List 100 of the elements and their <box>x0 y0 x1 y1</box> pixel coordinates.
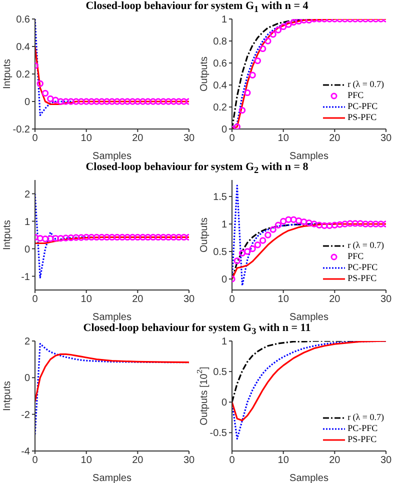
point <box>170 98 177 105</box>
y-tick-label: 0.8 <box>213 36 228 48</box>
point <box>57 98 64 105</box>
point <box>346 220 354 227</box>
x-tick-label: 0 <box>229 133 236 144</box>
point <box>72 98 80 105</box>
y-tick-label: 1 <box>221 220 228 231</box>
point <box>274 222 282 228</box>
point <box>36 80 44 87</box>
x-tick-label: 0 <box>229 294 236 306</box>
point <box>274 26 282 34</box>
point <box>372 220 380 228</box>
point <box>264 232 272 238</box>
x-tick-label: 10 <box>80 455 92 466</box>
x-tick-label: 20 <box>329 455 341 466</box>
x-axis-title: Samples <box>290 312 328 323</box>
x-tick-label: 30 <box>183 294 195 306</box>
point <box>47 95 54 102</box>
point <box>78 98 85 105</box>
point <box>180 98 188 105</box>
y-tick-label: 0.5 <box>213 247 228 258</box>
point <box>234 123 240 129</box>
point <box>165 98 172 105</box>
y-tick-label: 0 <box>221 124 228 136</box>
point <box>356 220 364 227</box>
point <box>280 23 287 30</box>
point <box>114 98 120 105</box>
point <box>88 98 95 105</box>
legend-label: PFC <box>348 251 364 262</box>
y-tick-label: -0.2 <box>12 124 30 136</box>
x-tick-label: 20 <box>132 294 144 306</box>
y-tick-label: 1 <box>221 14 228 26</box>
point <box>104 98 110 105</box>
point <box>139 98 146 105</box>
legend-label: PS-PFC <box>348 273 377 284</box>
point <box>367 220 374 228</box>
line-series <box>35 353 189 402</box>
y-axis-title: Intputs <box>2 380 12 412</box>
y-tick-label: 1 <box>221 336 228 348</box>
point <box>254 242 262 248</box>
point <box>362 220 369 228</box>
point <box>93 98 100 105</box>
line-series <box>35 46 189 106</box>
legend-label: PC-PFC <box>348 262 378 273</box>
point <box>285 21 292 28</box>
point <box>270 31 276 38</box>
point <box>264 38 272 44</box>
x-tick-label: 0 <box>229 455 236 466</box>
y-tick-label: -2 <box>21 410 30 421</box>
line-series <box>232 341 386 422</box>
chart-title: Closed-loop behaviour for system G$_{2}$ with n = 8 <box>84 161 310 176</box>
line-series <box>232 19 386 129</box>
point <box>238 106 246 114</box>
y-tick-label: 0 <box>221 274 228 286</box>
x-tick-label: 20 <box>132 455 144 466</box>
legend-label: PC-PFC <box>348 423 378 434</box>
y-tick-label: 1.5 <box>213 192 228 204</box>
x-tick-label: 30 <box>380 294 392 306</box>
point <box>62 98 70 105</box>
point <box>118 98 126 105</box>
point <box>254 57 262 64</box>
legend-label: PFC <box>348 90 364 101</box>
point <box>52 96 59 104</box>
legend-label: PC-PFC <box>348 101 378 112</box>
legend-label: r (λ = 0.7) <box>348 240 384 251</box>
y-axis-title: Outputs <box>198 217 210 253</box>
point <box>285 216 292 223</box>
x-tick-label: 10 <box>278 133 290 144</box>
point <box>326 222 333 229</box>
point <box>68 98 74 105</box>
point <box>124 98 131 105</box>
point <box>352 220 359 227</box>
x-tick-label: 0 <box>32 133 38 144</box>
x-axis-title: Samples <box>92 473 132 483</box>
y-axis-title: Outputs <box>198 56 210 92</box>
legend-label: PS-PFC <box>348 434 377 445</box>
y-tick-label: 0 <box>221 398 228 409</box>
point <box>336 221 344 228</box>
y-tick-label: 0.4 <box>16 42 30 54</box>
legend-label: r (λ = 0.7) <box>348 412 384 423</box>
y-tick-label: 0.2 <box>213 102 228 114</box>
point <box>295 217 302 224</box>
point <box>290 19 297 26</box>
y-tick-label: 0 <box>24 244 30 256</box>
point <box>378 220 384 228</box>
y-tick-label: -0.5 <box>210 428 228 440</box>
point <box>98 98 106 105</box>
y-tick-label: 2 <box>24 336 30 348</box>
y-axis-title: Intputs <box>2 220 12 250</box>
x-tick-label: 20 <box>132 133 144 144</box>
x-tick-label: 30 <box>380 455 392 466</box>
point <box>42 90 49 97</box>
y-tick-label: 0.5 <box>213 367 228 378</box>
point <box>134 98 142 105</box>
point <box>321 222 328 229</box>
y-tick-label: 1 <box>24 216 30 228</box>
y-tick-label: 0.4 <box>213 80 228 92</box>
x-tick-label: 20 <box>329 133 341 144</box>
x-axis-title: Samples <box>290 473 328 483</box>
x-tick-label: 0 <box>32 294 38 306</box>
